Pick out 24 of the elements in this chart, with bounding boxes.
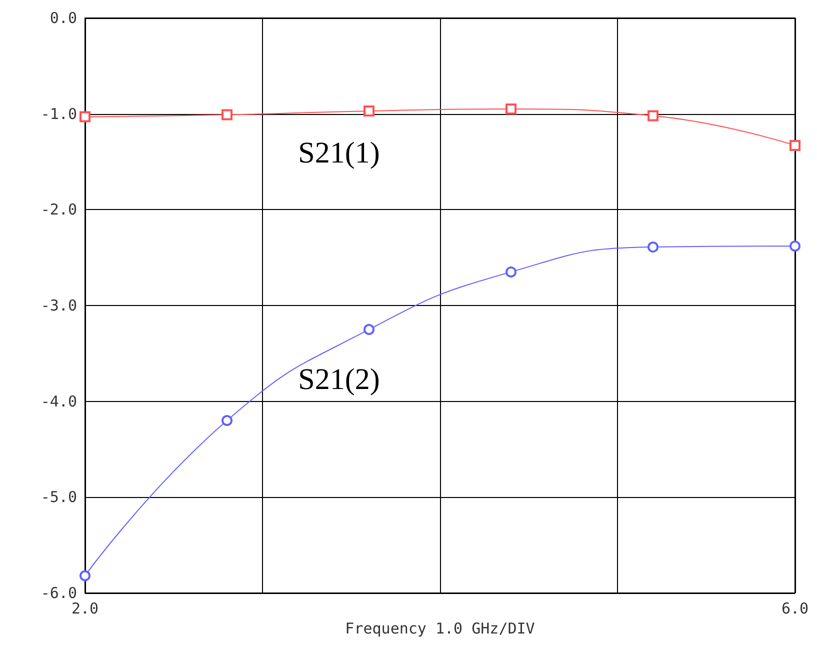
x-tick-label: 2.0 [71,600,99,618]
point [648,110,658,122]
point [790,240,800,252]
series-label: S21(1) [298,136,380,170]
point [364,105,374,116]
point [648,242,658,253]
y-tick-label: -2.0 [40,200,77,219]
y-tick-label: -4.0 [40,392,77,410]
y-tick-label: 0.0 [50,9,77,27]
series-label: S21(2) [298,362,380,396]
point [80,570,90,582]
y-tick-label: -5.0 [40,488,77,506]
x-tick-label: 6.0 [781,600,809,618]
point [506,266,516,278]
point [222,109,232,120]
point [80,111,90,122]
point [790,140,800,151]
x-axis-title: Frequency 1.0 GHz/DIV [345,620,535,638]
y-tick-label: -1.0 [40,104,77,123]
point [222,415,232,426]
y-tick-label: -3.0 [40,296,77,314]
y-tick-label: -6.0 [40,584,77,602]
point [506,104,516,115]
point [364,324,374,335]
